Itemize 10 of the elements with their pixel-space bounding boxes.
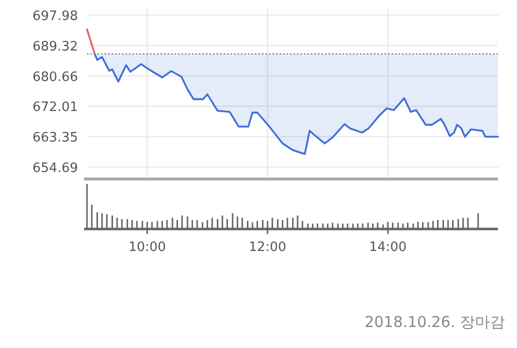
y-tick-label: 689.32	[32, 39, 78, 54]
y-tick-label: 672.01	[32, 100, 78, 116]
y-tick-label: 654.69	[32, 160, 78, 176]
x-tick-label: 14:00	[369, 240, 407, 255]
x-tick-label: 10:00	[128, 240, 166, 255]
y-tick-label: 663.35	[32, 130, 78, 146]
text: 2018.10.26. 장마감	[364, 313, 505, 331]
x-tick-label: 12:00	[248, 240, 286, 255]
y-tick-label: 697.98	[32, 9, 78, 24]
y-tick-label: 680.66	[32, 70, 78, 85]
